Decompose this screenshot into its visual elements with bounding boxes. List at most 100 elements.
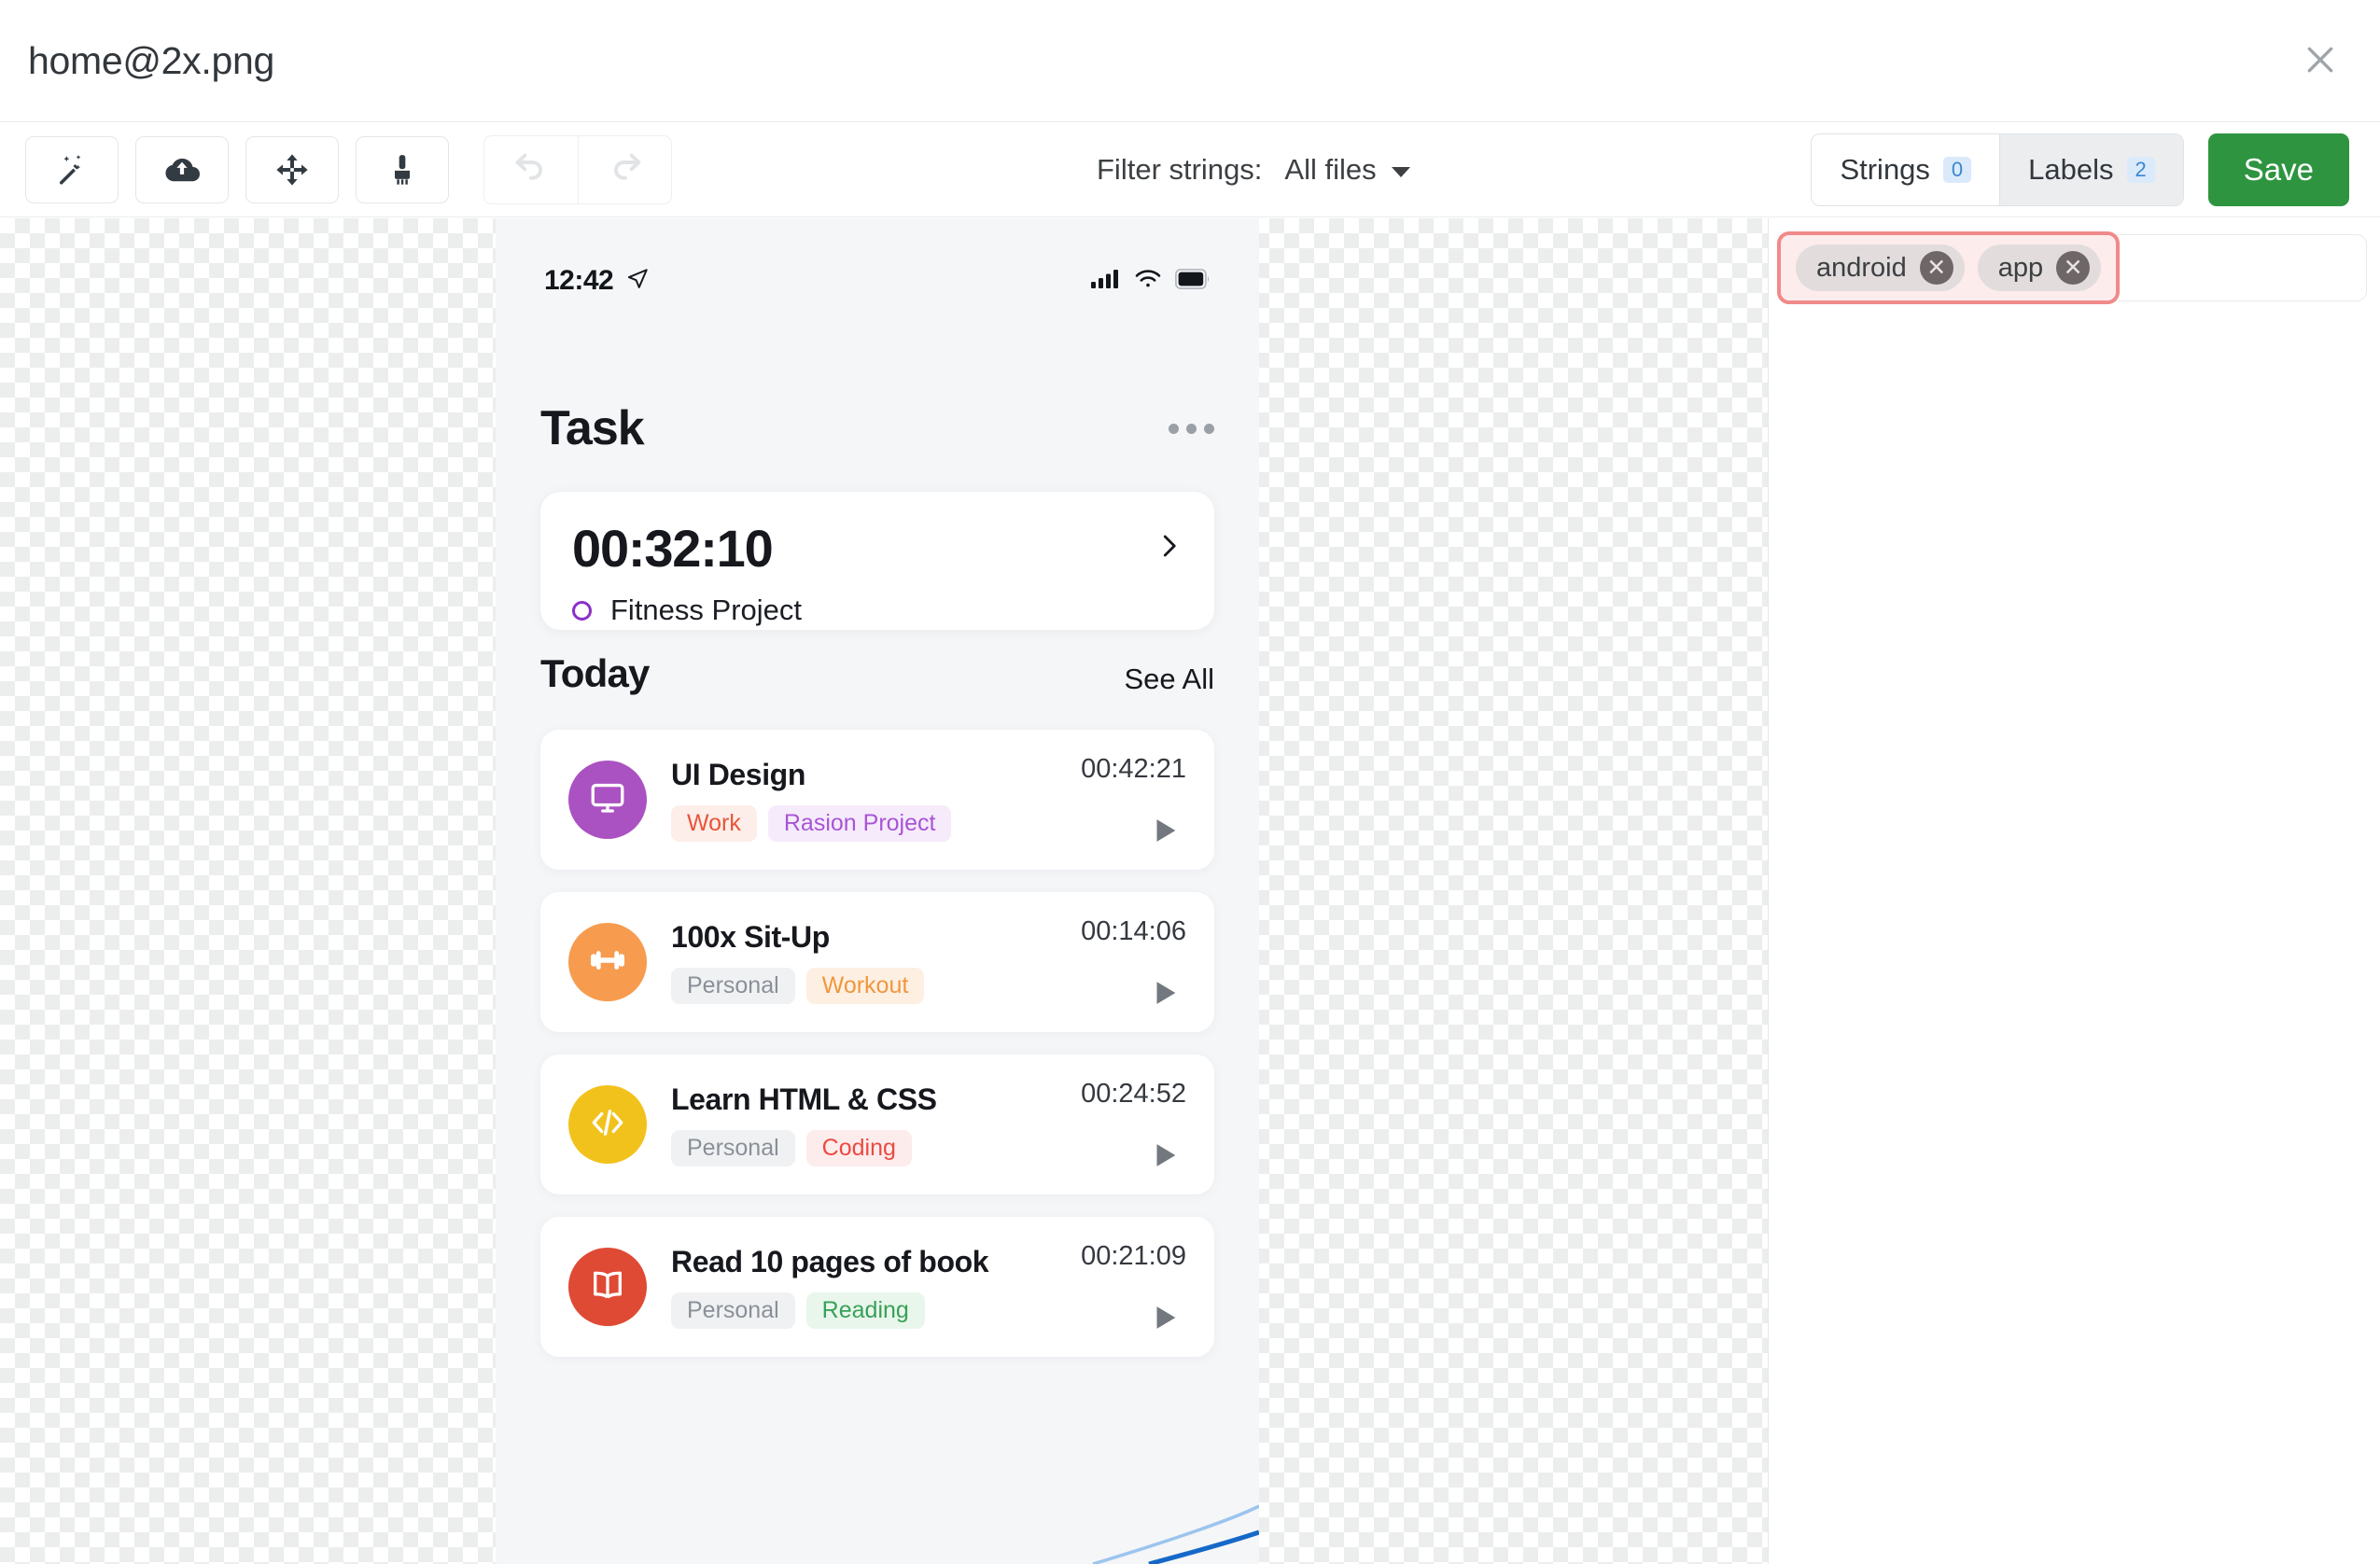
tab-strings-count: 0	[1942, 157, 1972, 183]
task-avatar	[568, 923, 647, 1001]
task-name: 100x Sit-Up	[671, 920, 830, 954]
labels-side-panel: android ✕ app ✕	[1769, 218, 2380, 1564]
file-filter-dropdown[interactable]: All files	[1284, 153, 1410, 187]
play-icon[interactable]	[1149, 1302, 1181, 1338]
chevron-right-icon[interactable]	[1155, 532, 1183, 565]
wifi-icon	[1134, 268, 1162, 295]
task-tag[interactable]: Work	[671, 805, 757, 842]
code-icon	[588, 1103, 627, 1147]
tab-strings[interactable]: Strings 0	[1812, 134, 2000, 205]
filter-strings-zone: Filter strings: All files	[1097, 122, 1410, 217]
move-tool[interactable]	[245, 135, 339, 203]
timer-project: Fitness Project	[572, 593, 1183, 627]
task-tag[interactable]: Workout	[805, 968, 925, 1004]
project-color-dot	[572, 600, 592, 621]
save-button[interactable]: Save	[2207, 133, 2349, 206]
label-chip-text: app	[1997, 252, 2044, 283]
move-arrows-icon	[273, 151, 311, 189]
task-right: 00:42:21	[1046, 748, 1186, 851]
task-tag[interactable]: Rasion Project	[767, 805, 952, 842]
brush-tool[interactable]	[356, 135, 449, 203]
labels-chip-group-highlight: android ✕ app ✕	[1777, 231, 2121, 304]
play-icon[interactable]	[1149, 1139, 1181, 1176]
task-tag[interactable]: Personal	[671, 1292, 795, 1329]
brush-icon	[384, 151, 421, 189]
task-tag[interactable]: Personal	[671, 1130, 795, 1166]
section-title: Today	[540, 651, 650, 695]
file-title: home@2x.png	[28, 38, 274, 82]
task-duration: 00:24:52	[1081, 1079, 1186, 1109]
blue-curve-lines-icon	[496, 1452, 1259, 1564]
filter-strings-label: Filter strings:	[1097, 153, 1263, 186]
task-tags: Personal Coding	[671, 1130, 1046, 1166]
redo-button[interactable]	[578, 135, 671, 203]
window-titlebar: home@2x.png	[0, 0, 2380, 122]
task-tags: Personal Workout	[671, 968, 1046, 1004]
battery-full-icon	[1174, 268, 1211, 294]
undo-redo-group	[483, 134, 672, 204]
active-timer-card[interactable]: 00:32:10 Fitness Project	[540, 492, 1214, 630]
file-filter-value: All files	[1284, 153, 1377, 186]
task-name: UI Design	[671, 758, 805, 791]
status-time: 12:42	[544, 265, 614, 296]
tab-labels[interactable]: Labels 2	[1999, 134, 2183, 205]
toolbar-right-zone: Strings 0 Labels 2 Save	[1811, 122, 2349, 217]
page-title: Task	[540, 401, 645, 455]
label-chip[interactable]: app ✕	[1977, 244, 2102, 291]
task-tags: Work Rasion Project	[671, 805, 1046, 842]
location-arrow-icon	[625, 267, 650, 296]
task-avatar	[568, 1085, 647, 1164]
status-left: 12:42	[544, 265, 650, 297]
task-card[interactable]: Read 10 pages of book Personal Reading 0…	[540, 1217, 1214, 1357]
play-icon[interactable]	[1149, 977, 1181, 1013]
close-icon[interactable]	[2285, 24, 2356, 95]
task-duration: 00:42:21	[1081, 754, 1186, 784]
phone-page-header: Task	[496, 400, 1259, 456]
redo-arrow-icon	[607, 148, 644, 190]
tab-strings-label: Strings	[1840, 153, 1930, 186]
task-duration: 00:21:09	[1081, 1241, 1186, 1271]
see-all-link[interactable]: See All	[1124, 663, 1214, 695]
play-icon[interactable]	[1149, 815, 1181, 851]
more-options-icon[interactable]	[1169, 423, 1214, 434]
tab-labels-label: Labels	[2028, 153, 2114, 186]
timer-project-name: Fitness Project	[610, 593, 803, 626]
book-icon	[588, 1265, 627, 1309]
task-info: 100x Sit-Up Personal Workout	[671, 920, 1046, 1004]
task-duration: 00:14:06	[1081, 916, 1186, 946]
task-card[interactable]: UI Design Work Rasion Project 00:42:21	[540, 730, 1214, 870]
task-name: Read 10 pages of book	[671, 1245, 989, 1278]
cellular-signal-icon	[1091, 268, 1121, 295]
task-right: 00:14:06	[1046, 911, 1186, 1013]
label-chip-text: android	[1816, 252, 1907, 283]
image-canvas-workspace[interactable]: 12:42	[0, 218, 1768, 1564]
task-card[interactable]: 100x Sit-Up Personal Workout 00:14:06	[540, 892, 1214, 1032]
task-tag[interactable]: Coding	[805, 1130, 912, 1166]
cloud-upload-icon	[162, 150, 202, 189]
task-tags: Personal Reading	[671, 1292, 1046, 1329]
magic-wand-icon	[53, 151, 91, 189]
task-name: Learn HTML & CSS	[671, 1082, 937, 1116]
task-info: Read 10 pages of book Personal Reading	[671, 1245, 1046, 1329]
status-right	[1091, 268, 1211, 295]
undo-button[interactable]	[484, 135, 578, 203]
remove-label-icon[interactable]: ✕	[2056, 251, 2091, 285]
panel-divider	[1768, 218, 1769, 1564]
label-chip[interactable]: android ✕	[1796, 244, 1965, 291]
task-card[interactable]: Learn HTML & CSS Personal Coding 00:24:5…	[540, 1054, 1214, 1194]
remove-label-icon[interactable]: ✕	[1919, 251, 1953, 285]
dumbbell-icon	[587, 940, 628, 985]
cloud-upload-tool[interactable]	[135, 135, 229, 203]
strings-labels-tabs: Strings 0 Labels 2	[1811, 133, 2184, 206]
task-right: 00:21:09	[1046, 1236, 1186, 1338]
undo-arrow-icon	[512, 148, 550, 190]
timer-card-top: 00:32:10	[572, 518, 1183, 579]
phone-status-bar: 12:42	[496, 258, 1259, 303]
labels-input-field[interactable]: android ✕ app ✕	[1777, 231, 2367, 304]
task-tag[interactable]: Reading	[805, 1292, 925, 1329]
magic-wand-tool[interactable]	[25, 135, 119, 203]
phone-screenshot-image[interactable]: 12:42	[496, 218, 1259, 1564]
today-section-header: Today See All	[496, 651, 1259, 696]
monitor-icon	[588, 778, 627, 822]
task-tag[interactable]: Personal	[671, 968, 795, 1004]
